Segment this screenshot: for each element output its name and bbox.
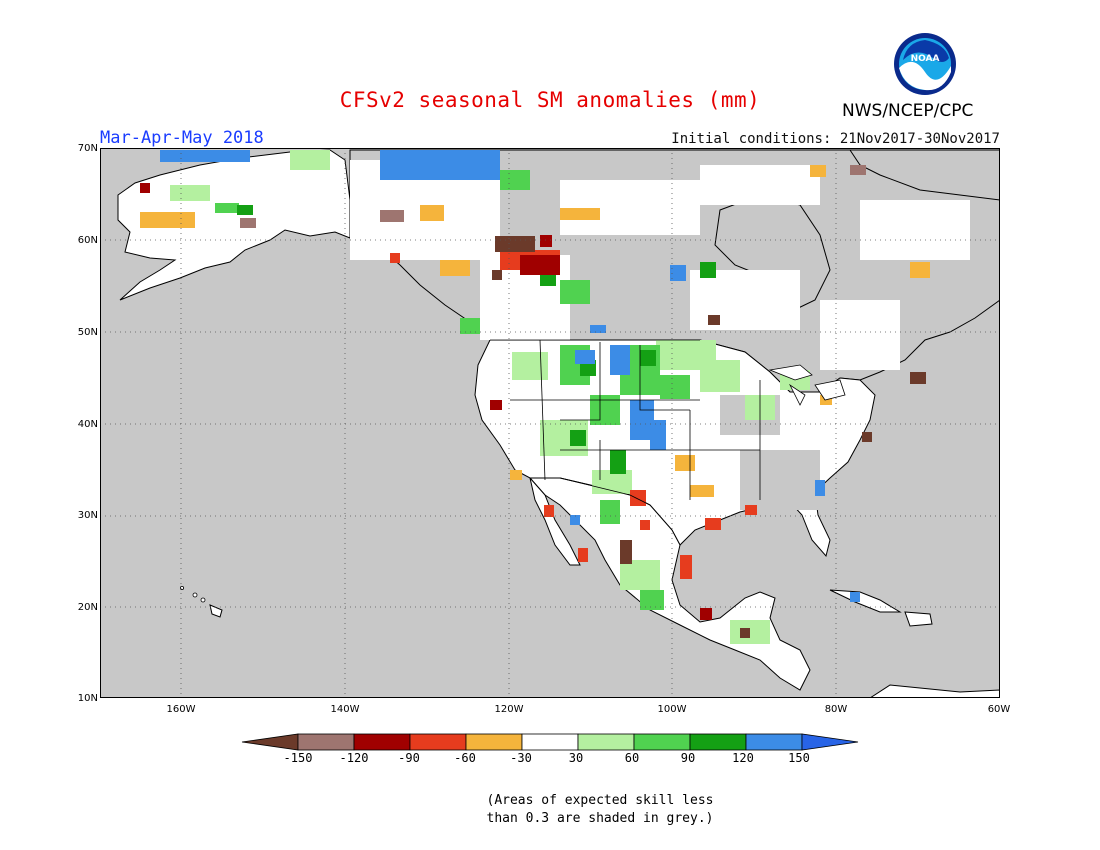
lon-label-60w: 60W (987, 704, 1011, 715)
lat-label-40n: 40N (77, 419, 98, 430)
colorbar-tick-label: -90 (398, 751, 420, 765)
lat-label-50n: 50N (77, 327, 98, 338)
lat-label-70n: 70N (77, 143, 98, 154)
political-borders (490, 339, 761, 506)
colorbar-box (409, 733, 467, 751)
agency-label: NWS/NCEP/CPC (842, 101, 974, 121)
colorbar-arrow-low (241, 733, 299, 751)
lon-label-160w: 160W (166, 704, 196, 715)
landmass-hispaniola (904, 611, 933, 627)
landmass-hawaii (209, 604, 223, 618)
noaa-logo: NOAA (893, 32, 957, 96)
logo-text: NOAA (911, 54, 940, 64)
great-lakes (768, 364, 846, 406)
colorbar-tick-label: 60 (624, 751, 640, 765)
colorbar-arrow-high (801, 733, 859, 751)
lon-label-80w: 80W (824, 704, 848, 715)
colorbar-tick-label: -30 (510, 751, 532, 765)
colorbar-box (633, 733, 691, 751)
initial-conditions-label: Initial conditions: 21Nov2017-30Nov2017 (671, 131, 1000, 147)
lat-label-60n: 60N (77, 235, 98, 246)
map-title: CFSv2 seasonal SM anomalies (mm) (339, 88, 761, 112)
lat-label-30n: 30N (77, 510, 98, 521)
lon-label-140w: 140W (330, 704, 360, 715)
colorbar-tick-label: 120 (732, 751, 754, 765)
season-label: Mar-Apr-May 2018 (100, 128, 264, 148)
colorbar-tick-label: -150 (283, 751, 313, 765)
colorbar-tick-label: 90 (680, 751, 696, 765)
landmass-south-america (869, 684, 1000, 698)
colorbar-box (353, 733, 411, 751)
colorbar-box (745, 733, 803, 751)
colorbar-tick-label: 30 (568, 751, 584, 765)
colorbar-box (465, 733, 523, 751)
lat-label-20n: 20N (77, 602, 98, 613)
colorbar-box (521, 733, 579, 751)
colorbar-box (689, 733, 747, 751)
colorbar-tick-label: 150 (788, 751, 810, 765)
colorbar-tick-label: -120 (339, 751, 369, 765)
lon-label-120w: 120W (494, 704, 524, 715)
lon-label-100w: 100W (657, 704, 687, 715)
colorbar-tick-label: -60 (454, 751, 476, 765)
anomaly-pixels (140, 150, 930, 644)
graticule (100, 148, 1000, 698)
colorbar-box (577, 733, 635, 751)
colorbar-box (297, 733, 355, 751)
skill-note: (Areas of expected skill less than 0.3 a… (486, 793, 714, 826)
lat-label-10n: 10N (77, 693, 98, 704)
land-layer (100, 148, 1000, 698)
